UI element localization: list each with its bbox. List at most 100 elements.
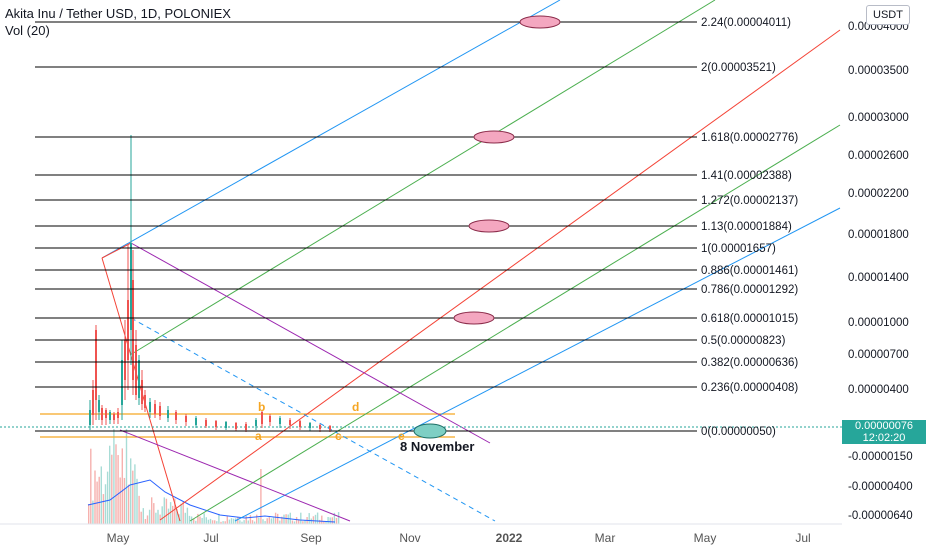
volume-bar — [230, 518, 233, 524]
volume-bar — [117, 455, 119, 524]
volume-bar — [218, 513, 220, 524]
volume-bar — [245, 516, 247, 524]
volume-bar — [279, 520, 281, 524]
price-tick-label: 0.00001000 — [848, 317, 909, 329]
time-axis[interactable]: May Jul Sep Nov 2022 Mar May Jul — [0, 523, 842, 545]
volume-bar — [209, 518, 212, 524]
volume-bar — [205, 517, 207, 524]
time-tick-label: Sep — [300, 531, 322, 545]
fib-level: 0.236(0.00000408) — [35, 382, 798, 394]
fib-level: 0.786(0.00001292) — [35, 284, 798, 296]
volume-bar — [155, 512, 157, 524]
wave-label: c — [335, 429, 342, 443]
volume-bar — [182, 501, 184, 524]
volume-bar — [249, 515, 252, 524]
volume-bar — [216, 521, 218, 524]
candle-body — [144, 395, 146, 408]
volume-bar — [325, 521, 327, 524]
target-ellipse — [473, 130, 515, 144]
volume-bar — [304, 520, 306, 524]
fib-level: 0.886(0.00001461) — [35, 265, 798, 277]
candle-body — [154, 404, 156, 414]
target-ellipses — [413, 15, 561, 439]
volume-bar — [184, 512, 186, 524]
volume-bar — [193, 518, 195, 524]
volume-bar — [106, 471, 109, 524]
volume-bar — [260, 469, 262, 524]
volume-bar — [142, 508, 144, 524]
bar-countdown: 12:02:20 — [862, 432, 906, 444]
price-tick-label: -0.00000640 — [848, 510, 913, 522]
volume-bar — [132, 470, 134, 524]
fib-level: 1.13(0.00001884) — [35, 221, 792, 233]
price-tick-label: 0.00002600 — [848, 150, 909, 162]
volume-bar — [253, 521, 256, 524]
target-ellipse — [468, 219, 510, 233]
candle-body — [101, 408, 103, 420]
volume-bar — [300, 512, 302, 524]
volume-bar — [321, 515, 323, 524]
volume-bar — [220, 521, 222, 524]
channel-midline — [130, 317, 496, 522]
volume-bar — [169, 502, 172, 524]
fib-label: 0(0.00000050) — [701, 426, 776, 438]
volume-bar — [136, 478, 138, 524]
fib-level: 1.618(0.00002776) — [35, 132, 798, 144]
time-tick-label: Nov — [399, 531, 420, 545]
target-ellipse — [519, 15, 561, 29]
fib-label: 2(0.00003521) — [701, 62, 776, 74]
volume-bar — [302, 521, 304, 524]
volume-bar — [115, 444, 117, 524]
candle-body — [261, 412, 263, 424]
volume-bar — [256, 514, 258, 524]
fib-label: 1.618(0.00002776) — [701, 132, 798, 144]
volume-bars — [87, 429, 340, 524]
volume-bar — [258, 517, 260, 524]
candle-body — [117, 412, 119, 418]
fib-level: 0(0.00000050) — [35, 426, 776, 438]
volume-bar — [211, 520, 214, 524]
volume-bar — [327, 517, 329, 524]
volume-bar — [153, 503, 155, 524]
currency-button[interactable]: USDT — [866, 5, 910, 25]
volume-bar — [140, 511, 142, 524]
volume-bar — [113, 429, 115, 524]
fib-level: 0.382(0.00000636) — [35, 357, 798, 369]
volume-bar — [310, 518, 312, 524]
channel-bottom — [119, 429, 351, 522]
target-ellipse — [453, 311, 495, 325]
volume-bar — [264, 521, 266, 524]
volume-bar — [90, 448, 92, 524]
drawing-tools — [0, 0, 842, 522]
channel-top — [130, 242, 491, 444]
price-tick-label: -0.00000150 — [848, 451, 913, 463]
last-price-value: 0.00000076 — [854, 420, 914, 432]
candle-body — [205, 420, 207, 426]
volume-bar — [228, 519, 231, 524]
volume-bar — [123, 477, 126, 524]
candle-body — [149, 402, 151, 412]
volume-bar — [144, 518, 147, 524]
price-tick-label: 0.00002200 — [848, 188, 909, 200]
candle-body — [124, 340, 126, 380]
volume-bar — [157, 509, 159, 524]
candle-body — [105, 410, 107, 418]
volume-bar — [146, 515, 149, 524]
price-axis[interactable]: 0.000040000.000035000.000030000.00002600… — [848, 21, 913, 522]
pitchfork-median — [159, 29, 841, 521]
volume-bar — [207, 519, 210, 524]
volume-bar — [197, 513, 199, 524]
candle-body — [245, 424, 247, 430]
volume-bar — [289, 512, 291, 524]
candle-body — [235, 423, 237, 429]
volume-bar — [308, 513, 310, 524]
candle-body — [319, 425, 321, 429]
candle-body — [130, 243, 132, 330]
fib-level: 0.5(0.00000823) — [35, 335, 786, 347]
candle-body — [299, 421, 301, 427]
fib-label: 0.786(0.00001292) — [701, 284, 798, 296]
volume-bar — [243, 520, 245, 524]
fib-label: 0.886(0.00001461) — [701, 265, 798, 277]
volume-bar — [285, 514, 287, 524]
